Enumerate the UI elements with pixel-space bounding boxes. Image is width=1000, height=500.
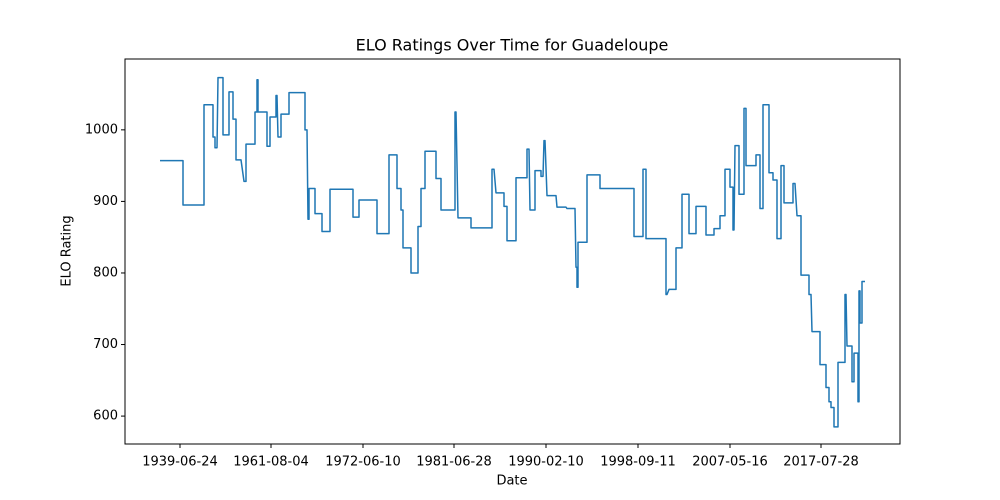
y-tick-label: 700 xyxy=(93,337,118,352)
x-tick-label: 1961-08-04 xyxy=(233,455,309,470)
chart-title: ELO Ratings Over Time for Guadeloupe xyxy=(356,36,669,55)
x-tick-label: 1939-06-24 xyxy=(142,455,218,470)
x-tick-label: 1972-06-10 xyxy=(325,455,401,470)
y-axis-label: ELO Rating xyxy=(60,215,75,286)
plot-frame xyxy=(124,58,901,445)
y-tick-label: 1000 xyxy=(85,122,118,137)
x-tick-label: 2007-05-16 xyxy=(692,455,768,470)
y-tick-label: 900 xyxy=(93,194,118,209)
y-tick-label: 800 xyxy=(93,265,118,280)
x-axis-label: Date xyxy=(496,474,527,489)
x-tick-label: 2017-07-28 xyxy=(783,455,859,470)
x-tick-label: 1998-09-11 xyxy=(600,455,676,470)
x-tick-label: 1981-06-28 xyxy=(416,455,492,470)
y-tick-label: 600 xyxy=(93,409,118,424)
series-line xyxy=(160,76,865,428)
x-tick-label: 1990-02-10 xyxy=(508,455,584,470)
